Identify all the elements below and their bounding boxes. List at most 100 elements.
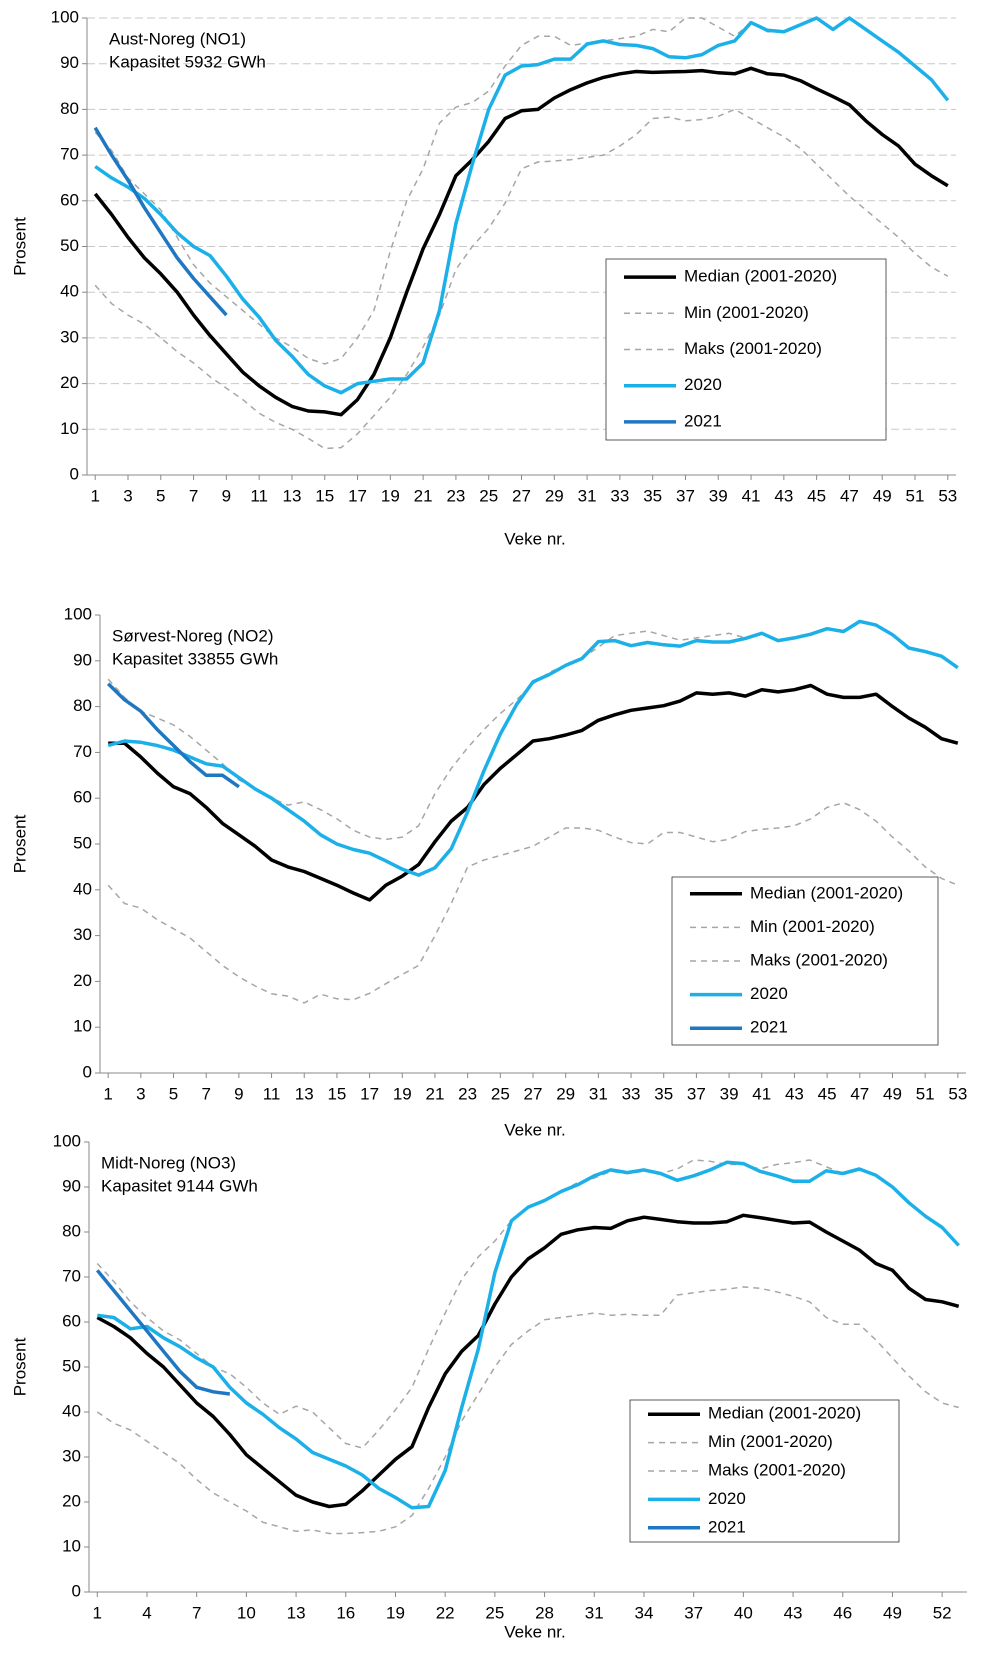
- legend: Median (2001-2020) Min (2001-2020) Maks (2…: [671, 876, 939, 1046]
- y-tick-label: 80: [60, 99, 79, 118]
- x-tick-label: 37: [687, 1084, 706, 1103]
- x-tick-label: 28: [535, 1603, 554, 1622]
- x-tick-label: 1: [93, 1603, 102, 1622]
- y-tick-label: 80: [62, 1221, 81, 1240]
- legend-label: Min (2001-2020): [750, 917, 875, 936]
- y-tick-label: 90: [62, 1176, 81, 1195]
- annotation: Kapasitet 9144 GWh: [101, 1176, 258, 1195]
- x-tick-label: 1: [103, 1084, 112, 1103]
- x-tick-label: 21: [414, 486, 433, 505]
- x-tick-label: 5: [156, 486, 165, 505]
- series-line: [93, 66, 949, 417]
- x-tick-label: 29: [556, 1084, 575, 1103]
- x-tick-label: 35: [643, 486, 662, 505]
- annotation: Sørvest-Noreg (NO2): [112, 626, 274, 645]
- x-tick-label: 34: [635, 1603, 654, 1622]
- x-tick-label: 43: [774, 486, 793, 505]
- annotation: Kapasitet 5932 GWh: [109, 52, 266, 71]
- x-tick-label: 19: [381, 486, 400, 505]
- series-line: [96, 1213, 960, 1509]
- x-tick-label: 41: [752, 1084, 771, 1103]
- x-axis-label: Veke nr.: [504, 529, 565, 548]
- x-tick-label: 22: [436, 1603, 455, 1622]
- legend-label: Maks (2001-2020): [708, 1460, 846, 1479]
- x-tick-label: 7: [189, 486, 198, 505]
- x-tick-label: 47: [840, 486, 859, 505]
- legend-label: 2020: [708, 1489, 746, 1508]
- x-tick-label: 16: [336, 1603, 355, 1622]
- x-axis-label: Veke nr.: [504, 1622, 565, 1641]
- series-line: [97, 1160, 960, 1510]
- x-tick-label: 5: [169, 1084, 178, 1103]
- x-tick-label: 11: [250, 486, 268, 505]
- x-tick-label: 49: [883, 1084, 902, 1103]
- x-tick-label: 49: [873, 486, 892, 505]
- x-tick-label: 49: [883, 1603, 902, 1622]
- x-tick-label: 45: [818, 1084, 837, 1103]
- y-tick-label: 30: [60, 327, 79, 346]
- x-tick-label: 9: [234, 1084, 243, 1103]
- x-tick-label: 3: [136, 1084, 145, 1103]
- annotation: Kapasitet 33855 GWh: [112, 649, 278, 668]
- x-tick-label: 17: [360, 1084, 379, 1103]
- legend-label: 2020: [750, 984, 788, 1003]
- y-tick-label: 10: [60, 419, 79, 438]
- x-tick-label: 43: [785, 1084, 804, 1103]
- x-tick-label: 43: [784, 1603, 803, 1622]
- x-tick-label: 53: [948, 1084, 967, 1103]
- x-tick-label: 11: [263, 1084, 281, 1103]
- series-line: [108, 683, 959, 902]
- y-tick-label: 60: [73, 788, 92, 807]
- y-tick-label: 100: [53, 1131, 81, 1150]
- y-tick-label: 30: [73, 925, 92, 944]
- series-line: [95, 1269, 231, 1396]
- y-tick-label: 40: [73, 879, 92, 898]
- x-tick-label: 15: [327, 1084, 346, 1103]
- y-tick-label: 90: [60, 53, 79, 72]
- x-tick-label: 19: [393, 1084, 412, 1103]
- legend-label: 2021: [750, 1018, 788, 1037]
- legend-label: 2020: [684, 375, 722, 394]
- y-tick-label: 70: [73, 742, 92, 761]
- y-tick-label: 20: [73, 971, 92, 990]
- x-tick-label: 25: [485, 1603, 504, 1622]
- series-line: [93, 126, 228, 317]
- x-tick-label: 25: [491, 1084, 510, 1103]
- legend-box: [605, 258, 887, 441]
- y-tick-label: 40: [60, 282, 79, 301]
- x-tick-label: 3: [123, 486, 132, 505]
- x-tick-label: 27: [512, 486, 531, 505]
- y-tick-label: 30: [62, 1446, 81, 1465]
- y-tick-label: 20: [62, 1491, 81, 1510]
- annotation: Aust-Noreg (NO1): [109, 29, 246, 48]
- y-axis-label: Prosent: [10, 814, 29, 873]
- legend-label: Maks (2001-2020): [684, 339, 822, 358]
- y-tick-label: 10: [62, 1536, 81, 1555]
- x-tick-label: 45: [807, 486, 826, 505]
- legend-label: Maks (2001-2020): [750, 950, 888, 969]
- x-tick-label: 31: [589, 1084, 608, 1103]
- x-tick-label: 17: [348, 486, 367, 505]
- x-tick-label: 52: [933, 1603, 952, 1622]
- x-tick-label: 41: [742, 486, 761, 505]
- series-line: [94, 108, 949, 450]
- series-line: [107, 619, 959, 877]
- y-tick-label: 0: [72, 1581, 81, 1600]
- series-line: [96, 1159, 960, 1449]
- y-tick-label: 60: [60, 190, 79, 209]
- y-tick-label: 90: [73, 650, 92, 669]
- y-tick-label: 10: [73, 1017, 92, 1036]
- y-tick-label: 50: [60, 236, 79, 255]
- y-axis-label: Prosent: [10, 217, 29, 276]
- legend-label: 2021: [708, 1517, 746, 1536]
- legend: Median (2001-2020) Min (2001-2020) Maks (2…: [629, 1399, 900, 1543]
- x-tick-label: 37: [684, 1603, 703, 1622]
- series-line: [94, 16, 950, 395]
- x-tick-label: 13: [282, 486, 301, 505]
- y-tick-label: 80: [73, 696, 92, 715]
- y-tick-label: 0: [70, 464, 79, 483]
- x-tick-label: 19: [386, 1603, 405, 1622]
- x-tick-label: 39: [720, 1084, 739, 1103]
